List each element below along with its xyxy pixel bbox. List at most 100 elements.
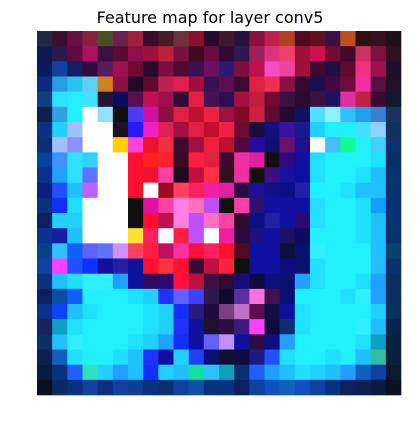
heatmap-cell <box>52 319 68 335</box>
heatmap-cell <box>249 152 265 168</box>
heatmap-cell <box>325 349 341 365</box>
heatmap-cell <box>158 197 174 214</box>
heatmap-cell <box>234 76 250 92</box>
heatmap-cell <box>370 46 387 62</box>
heatmap-cell <box>249 379 265 396</box>
heatmap-cell <box>143 379 159 396</box>
heatmap-cell <box>294 273 311 290</box>
heatmap-cell <box>188 288 205 305</box>
heatmap-cell <box>370 152 387 168</box>
heatmap-cell <box>188 46 205 62</box>
heatmap-cell <box>173 334 189 350</box>
heatmap-cell <box>264 243 280 259</box>
heatmap-cell <box>188 243 205 259</box>
heatmap-cell <box>234 258 250 274</box>
heatmap-cell <box>340 31 356 47</box>
heatmap-cell <box>128 122 144 138</box>
heatmap-cell <box>188 319 205 335</box>
heatmap-cell <box>158 364 174 381</box>
heatmap-cell <box>264 273 280 290</box>
heatmap-cell <box>370 288 387 305</box>
heatmap-cell <box>67 319 83 335</box>
heatmap-cell <box>370 304 387 320</box>
heatmap-cell <box>264 61 280 77</box>
heatmap-cell <box>294 152 311 168</box>
heatmap-cell <box>294 288 311 305</box>
heatmap-cell <box>173 364 189 381</box>
heatmap-cell <box>67 167 83 183</box>
heatmap-cell <box>143 182 159 199</box>
heatmap-cell <box>355 122 371 138</box>
heatmap-cell <box>82 31 98 47</box>
heatmap-cell <box>67 349 83 365</box>
heatmap-cell <box>112 91 129 108</box>
heatmap-cell <box>279 364 296 381</box>
heatmap-cell <box>37 243 53 259</box>
heatmap-cell <box>52 228 68 244</box>
heatmap-cell <box>310 273 326 290</box>
heatmap-cell <box>355 91 371 108</box>
heatmap-cell <box>279 334 296 350</box>
heatmap-cell <box>294 349 311 365</box>
heatmap-cell <box>158 31 174 47</box>
heatmap-cell <box>279 122 296 138</box>
heatmap-cell <box>370 319 387 335</box>
heatmap-cell <box>112 122 129 138</box>
heatmap-cell <box>173 213 189 229</box>
heatmap-cell <box>203 334 220 350</box>
heatmap-cell <box>264 319 280 335</box>
heatmap-cell <box>188 76 205 92</box>
heatmap-cell <box>340 228 356 244</box>
heatmap-cell <box>112 379 129 396</box>
heatmap-cell <box>294 243 311 259</box>
heatmap-cell <box>249 349 265 365</box>
heatmap-cell <box>310 213 326 229</box>
heatmap-cell <box>97 228 114 244</box>
heatmap-cell <box>128 334 144 350</box>
heatmap-cell <box>143 46 159 62</box>
heatmap-cell <box>279 182 296 199</box>
heatmap-cell <box>112 228 129 244</box>
heatmap-cell <box>234 137 250 153</box>
heatmap-cell <box>37 46 53 62</box>
heatmap-cell <box>264 334 280 350</box>
heatmap-cell <box>143 31 159 47</box>
heatmap-cell <box>294 122 311 138</box>
heatmap-cell <box>203 364 220 381</box>
heatmap-cell <box>370 182 387 199</box>
heatmap-cell <box>340 258 356 274</box>
heatmap-cell <box>355 319 371 335</box>
heatmap-cell <box>52 349 68 365</box>
heatmap-cell <box>112 152 129 168</box>
heatmap-cell <box>340 304 356 320</box>
heatmap-cell <box>112 167 129 183</box>
heatmap-cell <box>52 182 68 199</box>
heatmap-cell <box>249 273 265 290</box>
heatmap-cell <box>264 258 280 274</box>
heatmap-cell <box>325 258 341 274</box>
heatmap-cell <box>128 46 144 62</box>
heatmap-cell <box>52 46 68 62</box>
heatmap-cell <box>340 213 356 229</box>
heatmap-cell <box>97 213 114 229</box>
heatmap-cell <box>264 46 280 62</box>
heatmap-cell <box>158 334 174 350</box>
heatmap-cell <box>219 364 235 381</box>
heatmap-cell <box>279 288 296 305</box>
heatmap-cell <box>128 197 144 214</box>
heatmap-cell <box>385 152 402 168</box>
heatmap-cell <box>67 197 83 214</box>
heatmap-cell <box>340 197 356 214</box>
heatmap-cell <box>385 273 402 290</box>
heatmap-cell <box>219 304 235 320</box>
heatmap-cell <box>158 273 174 290</box>
heatmap-cell <box>264 213 280 229</box>
heatmap-cell <box>294 76 311 92</box>
heatmap-cell <box>82 364 98 381</box>
heatmap-cell <box>310 288 326 305</box>
heatmap-cell <box>82 258 98 274</box>
heatmap-cell <box>37 228 53 244</box>
heatmap-cell <box>37 91 53 108</box>
heatmap-cell <box>249 106 265 123</box>
heatmap-cell <box>67 46 83 62</box>
